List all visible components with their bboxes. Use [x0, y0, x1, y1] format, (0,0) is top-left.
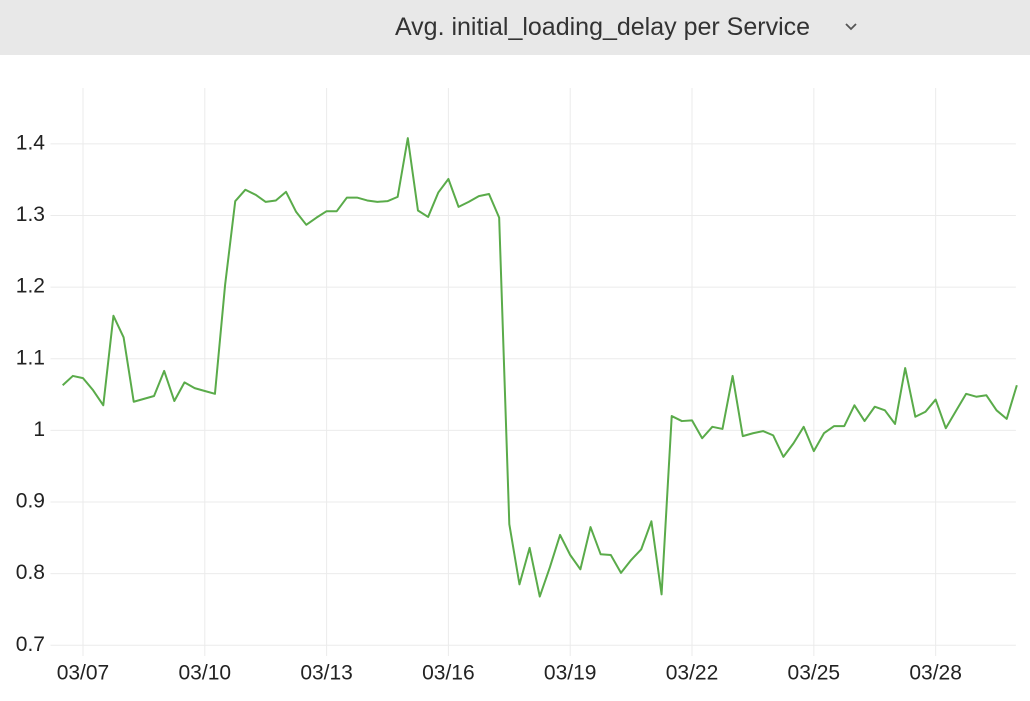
- x-tick-label: 03/13: [300, 662, 353, 685]
- chart-title[interactable]: Avg. initial_loading_delay per Service: [0, 0, 1030, 55]
- x-tick-label: 03/19: [544, 662, 597, 685]
- x-tick-label: 03/28: [909, 662, 962, 685]
- y-tick-label: 1.4: [16, 131, 46, 154]
- y-tick-label: 1.1: [16, 346, 45, 369]
- data-line: [62, 137, 1018, 598]
- x-tick-label: 03/07: [57, 662, 110, 685]
- header-bar: Avg. initial_loading_delay per Service: [0, 0, 1030, 55]
- y-tick-label: 1.3: [16, 203, 45, 226]
- y-tick-label: 1.2: [16, 275, 45, 298]
- x-tick-label: 03/25: [788, 662, 841, 685]
- y-tick-label: 0.7: [16, 633, 45, 656]
- x-tick-label: 03/16: [422, 662, 475, 685]
- chart-title-text: Avg. initial_loading_delay per Service: [394, 13, 811, 41]
- y-tick-label: 0.8: [16, 561, 45, 584]
- x-tick-label: 03/22: [666, 662, 719, 685]
- x-tick-label: 03/10: [179, 662, 232, 685]
- y-tick-label: 0.9: [16, 490, 45, 513]
- dropdown-icon[interactable]: [843, 20, 859, 34]
- y-tick-label: 1: [33, 418, 45, 441]
